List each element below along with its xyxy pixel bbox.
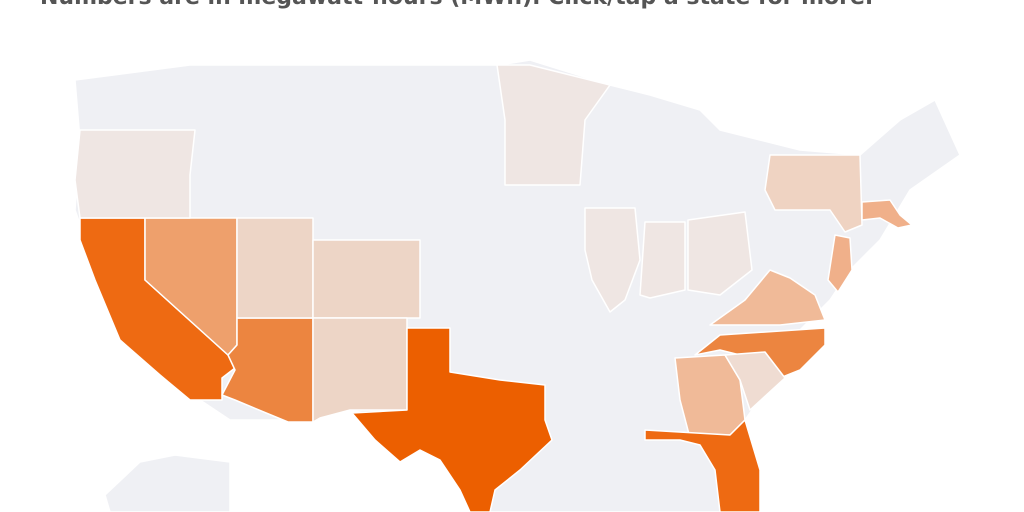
state[interactable] bbox=[496, 64, 611, 186]
state[interactable] bbox=[709, 269, 826, 326]
state[interactable] bbox=[312, 239, 421, 319]
state[interactable] bbox=[764, 154, 863, 233]
state[interactable] bbox=[724, 351, 786, 411]
state[interactable] bbox=[861, 199, 913, 229]
state[interactable] bbox=[351, 327, 553, 512]
state[interactable] bbox=[639, 221, 686, 299]
state[interactable] bbox=[74, 129, 196, 219]
state[interactable] bbox=[584, 207, 641, 313]
state[interactable] bbox=[236, 217, 314, 319]
subtitle: Numbers are in megawatt-hours (MWh). Cli… bbox=[40, 0, 873, 10]
state[interactable] bbox=[312, 317, 408, 423]
alaska bbox=[104, 454, 231, 512]
state[interactable] bbox=[687, 211, 753, 296]
state[interactable] bbox=[644, 419, 761, 512]
states bbox=[74, 59, 961, 512]
state[interactable] bbox=[827, 234, 853, 293]
